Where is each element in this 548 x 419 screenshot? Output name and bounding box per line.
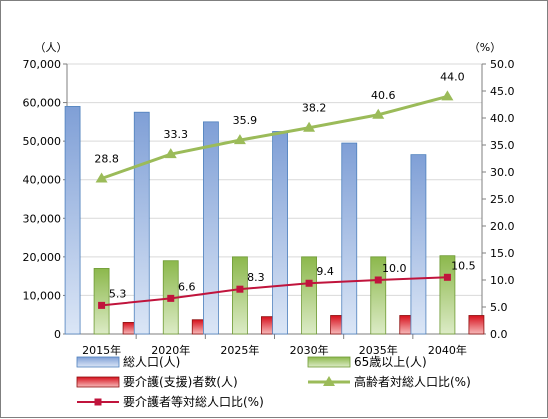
line-marker-square bbox=[374, 276, 382, 284]
line-marker-square bbox=[167, 294, 175, 302]
bar-1 bbox=[93, 268, 110, 335]
data-label: 8.3 bbox=[247, 271, 265, 284]
y-left-tick-label: 0 bbox=[54, 328, 61, 341]
y-left-tick-label: 40,000 bbox=[23, 174, 62, 187]
line-marker-square bbox=[236, 285, 244, 293]
data-label: 10.5 bbox=[451, 259, 476, 272]
legend-label: 要介護(支援)者数(人) bbox=[123, 374, 238, 389]
bar-1 bbox=[439, 255, 456, 335]
y-right-tick-label: 0.0 bbox=[490, 328, 508, 341]
x-tick-label: 2035年 bbox=[359, 343, 398, 357]
legend-swatch bbox=[76, 356, 120, 368]
y-right-tick-label: 50.0 bbox=[490, 58, 515, 71]
bar-0 bbox=[133, 111, 150, 335]
legend-label: 総人口(人) bbox=[123, 355, 180, 369]
data-label: 9.4 bbox=[316, 265, 334, 278]
line-marker-triangle bbox=[441, 90, 454, 101]
x-tick-label: 2020年 bbox=[151, 343, 190, 357]
y-left-tick-label: 70,000 bbox=[23, 58, 62, 71]
bar-2 bbox=[468, 315, 485, 335]
data-label: 44.0 bbox=[440, 70, 465, 83]
y-right-tick-label: 10.0 bbox=[490, 274, 515, 287]
series-line-1 bbox=[101, 276, 448, 307]
data-label: 33.3 bbox=[164, 128, 189, 141]
x-tick-label: 2025年 bbox=[220, 343, 259, 357]
line-marker-triangle bbox=[303, 121, 316, 132]
line-marker-square bbox=[305, 279, 313, 287]
bar-0 bbox=[203, 121, 219, 335]
bar-1 bbox=[301, 256, 317, 335]
line-marker-triangle bbox=[233, 134, 246, 145]
y-right-tick-label: 40.0 bbox=[490, 112, 515, 125]
bar-0 bbox=[64, 106, 81, 335]
y-left-tick-label: 50,000 bbox=[23, 135, 62, 148]
x-tick-label: 2040年 bbox=[428, 343, 467, 357]
bar-0 bbox=[272, 131, 288, 335]
data-label: 6.6 bbox=[178, 280, 196, 293]
legend-marker bbox=[323, 376, 335, 386]
y-left-tick-label: 10,000 bbox=[23, 289, 62, 302]
y-right-tick-label: 20.0 bbox=[490, 220, 515, 233]
line-marker-triangle bbox=[372, 108, 385, 119]
y-right-tick-label: 45.0 bbox=[490, 85, 515, 98]
line-marker-triangle bbox=[95, 172, 108, 183]
data-label: 35.9 bbox=[233, 114, 258, 127]
line-marker-triangle bbox=[164, 148, 177, 159]
y-right-unit: （%） bbox=[469, 41, 501, 54]
y-right-tick-label: 35.0 bbox=[490, 139, 515, 152]
y-right-tick-label: 15.0 bbox=[490, 247, 515, 260]
legend-label: 高齢者対総人口比(%) bbox=[354, 374, 471, 389]
data-label: 28.8 bbox=[94, 152, 119, 165]
line-marker-square bbox=[443, 273, 451, 281]
y-right-tick-label: 30.0 bbox=[490, 166, 515, 179]
x-tick-label: 2015年 bbox=[82, 343, 121, 357]
line-marker-square bbox=[98, 301, 106, 309]
y-left-unit: （人） bbox=[35, 41, 68, 54]
data-label: 40.6 bbox=[371, 89, 396, 102]
legend-label: 要介護者等対総人口比(%) bbox=[123, 394, 264, 409]
bar-1 bbox=[370, 256, 387, 335]
legend-swatch bbox=[307, 356, 351, 368]
data-label: 10.0 bbox=[382, 262, 407, 275]
legend-marker bbox=[94, 398, 102, 406]
x-tick-label: 2030年 bbox=[290, 343, 329, 357]
y-right-tick-label: 25.0 bbox=[490, 193, 515, 206]
bar-1 bbox=[232, 256, 248, 335]
series-line-0 bbox=[101, 94, 448, 180]
y-right-tick-label: 5.0 bbox=[490, 301, 508, 314]
legend-swatch bbox=[76, 376, 120, 388]
data-label: 38.2 bbox=[302, 102, 327, 115]
y-left-tick-label: 60,000 bbox=[23, 97, 62, 110]
bar-0 bbox=[410, 154, 427, 335]
data-label: 5.3 bbox=[109, 287, 127, 300]
legend-label: 65歳以上(人) bbox=[354, 355, 427, 369]
y-left-tick-label: 30,000 bbox=[23, 212, 62, 225]
y-left-tick-label: 20,000 bbox=[23, 251, 62, 264]
bar-0 bbox=[341, 142, 358, 335]
